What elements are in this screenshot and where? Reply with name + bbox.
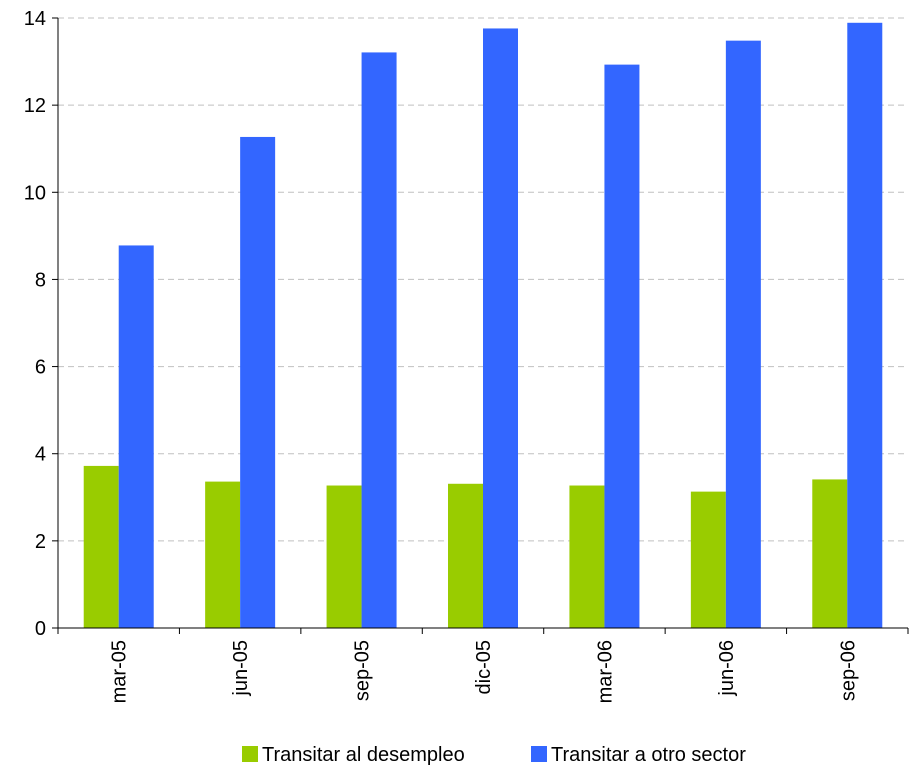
x-tick-label-jun-06: jun-06 [716,640,738,697]
x-tick-label-mar-06: mar-06 [594,640,616,703]
y-tick-label-4: 8 [35,269,46,291]
legend: Transitar al desempleo Transitar a otro … [242,744,746,766]
y-tick-label-2: 4 [35,444,46,466]
x-axis-tick-labels: mar-05 jun-05 sep-05 dic-05 mar-06 jun-06 sep-… [109,640,860,703]
y-axis-tick-labels: 0 2 4 6 8 10 12 14 [24,8,46,640]
x-tick-label-dic-05: dic-05 [473,640,495,694]
bar-desempleo-sep-06 [812,479,848,628]
legend-swatch-otro-sector [531,746,547,762]
bars [83,22,883,629]
bar-otro-sector-sep-06 [847,22,883,629]
y-tick-label-3: 6 [35,357,46,379]
bar-desempleo-jun-06 [690,491,726,628]
legend-label-desempleo: Transitar al desempleo [262,744,465,766]
x-tick-label-mar-05: mar-05 [109,640,131,703]
bar-desempleo-jun-05 [205,481,241,628]
y-tick-label-7: 14 [24,8,46,30]
bar-desempleo-sep-05 [326,485,362,628]
y-tick-label-6: 12 [24,95,46,117]
axes [52,17,909,634]
bar-otro-sector-mar-06 [604,64,640,628]
x-tick-label-jun-05: jun-05 [230,640,252,697]
bar-otro-sector-jun-06 [725,40,761,628]
bar-otro-sector-sep-05 [361,52,397,628]
legend-label-otro-sector: Transitar a otro sector [551,744,746,766]
y-tick-label-5: 10 [24,182,46,204]
bar-desempleo-dic-05 [448,483,483,628]
x-tick-label-sep-06: sep-06 [837,640,859,701]
bar-otro-sector-jun-05 [240,136,276,628]
y-tick-label-0: 0 [35,618,46,640]
legend-swatch-desempleo [242,746,258,762]
y-tick-label-1: 2 [35,531,46,553]
bar-desempleo-mar-06 [569,485,605,628]
x-tick-label-sep-05: sep-05 [352,640,374,701]
bar-otro-sector-dic-05 [483,28,518,628]
bar-desempleo-mar-05 [83,465,119,628]
bar-otro-sector-mar-05 [118,245,154,628]
